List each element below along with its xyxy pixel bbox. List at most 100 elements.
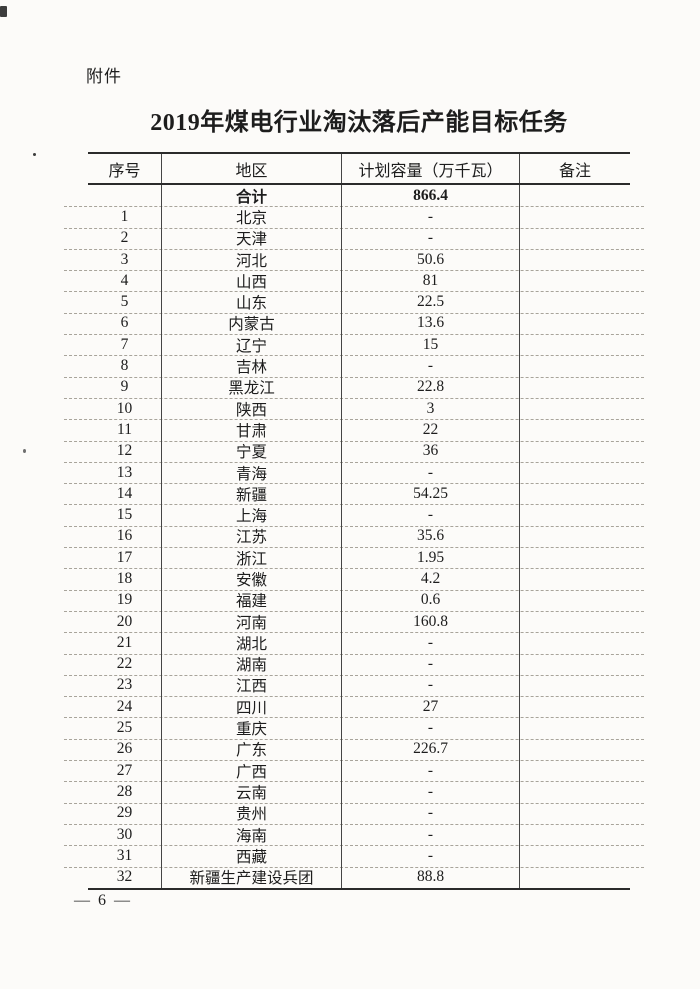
cell-region: 广西 — [162, 760, 342, 782]
cell-remark — [520, 185, 630, 206]
cell-region: 贵州 — [162, 802, 342, 824]
cell-index: 22 — [88, 653, 162, 675]
table-row: 3 河北 50.6 — [64, 248, 644, 272]
cell-index: 18 — [88, 568, 162, 590]
table-row: 16 江苏 35.6 — [64, 525, 644, 549]
cell-region: 青海 — [162, 461, 342, 484]
cell-remark — [520, 249, 630, 270]
cell-region: 合计 — [162, 185, 342, 207]
cell-index: 6 — [88, 312, 162, 335]
cell-capacity: 1.95 — [342, 547, 520, 569]
table-row: 11 甘肃 22 — [64, 419, 644, 442]
cell-remark — [520, 739, 630, 760]
cell-capacity: 866.4 — [342, 185, 520, 207]
cell-region: 湖南 — [162, 653, 342, 675]
table-row: 32 新疆生产建设兵团 88.8 — [88, 866, 630, 888]
table-row: 23 江西 - — [64, 674, 644, 698]
cell-capacity: - — [342, 823, 520, 846]
cell-region: 天津 — [162, 227, 342, 249]
table-header-row: 序号 地区 计划容量（万千瓦） 备注 — [88, 152, 630, 185]
cell-capacity: 15 — [342, 334, 520, 356]
cell-capacity: 22.5 — [342, 291, 520, 313]
cell-capacity: - — [342, 355, 520, 377]
cell-index: 11 — [88, 419, 162, 441]
cell-capacity: - — [342, 760, 520, 782]
cell-capacity: - — [342, 632, 520, 654]
cell-remark — [520, 355, 630, 376]
cell-capacity: 54.25 — [342, 483, 520, 505]
cell-index: 19 — [88, 589, 162, 611]
cell-region: 广东 — [162, 738, 342, 761]
cell-region: 新疆 — [162, 483, 342, 505]
cell-index: 28 — [88, 781, 162, 803]
cell-remark — [520, 590, 630, 611]
cell-remark — [520, 270, 630, 291]
cell-capacity: 27 — [342, 696, 520, 718]
cell-remark — [520, 632, 630, 653]
cell-remark — [520, 419, 630, 440]
header-cell-remark: 备注 — [558, 162, 591, 180]
cell-remark — [520, 334, 630, 355]
cell-region: 辽宁 — [162, 334, 342, 356]
cell-region: 上海 — [162, 504, 342, 526]
cell-capacity: - — [342, 227, 520, 249]
table-row: 10 陕西 3 — [64, 397, 644, 421]
cell-capacity: - — [342, 461, 520, 484]
cell-region: 新疆生产建设兵团 — [162, 866, 342, 888]
cell-remark — [520, 313, 630, 334]
scan-speck — [33, 153, 36, 156]
cell-index: 13 — [88, 461, 162, 484]
cell-remark — [520, 547, 630, 568]
cell-remark — [520, 696, 630, 717]
cell-capacity: 226.7 — [342, 738, 520, 761]
cell-index: 2 — [88, 227, 162, 249]
table-row: 12 宁夏 36 — [64, 440, 644, 464]
cell-capacity: - — [342, 504, 520, 526]
table-row: 4 山西 81 — [64, 270, 644, 293]
table-row: 17 浙江 1.95 — [64, 547, 644, 570]
cell-index: 15 — [88, 504, 162, 526]
cell-capacity: 4.2 — [342, 568, 520, 590]
table-body: 合计 866.4 1 北京 -2 天津 -3 河北 50.6 4 山西 81 5 山东 22.5 6 内蒙古 13… — [64, 185, 644, 890]
cell-index: 27 — [88, 760, 162, 782]
cell-region: 四川 — [162, 696, 342, 718]
table-row: 28 云南 - — [64, 781, 644, 804]
table-row: 22 湖南 - — [64, 653, 644, 677]
cell-index: 30 — [88, 823, 162, 846]
cell-index: 25 — [88, 717, 162, 739]
cell-index: 12 — [88, 440, 162, 462]
table-row: 14 新疆 54.25 — [64, 483, 644, 506]
cell-capacity: 88.8 — [342, 866, 520, 888]
table-row: 6 内蒙古 13.6 — [64, 312, 644, 336]
table-row: 29 贵州 - — [64, 802, 644, 826]
cell-index: 10 — [88, 397, 162, 420]
cell-region: 江苏 — [162, 525, 342, 548]
cell-region: 山东 — [162, 291, 342, 313]
cell-capacity: 35.6 — [342, 525, 520, 548]
cell-remark — [520, 845, 630, 866]
cell-region: 甘肃 — [162, 419, 342, 441]
cell-capacity: - — [342, 781, 520, 803]
cell-remark — [520, 441, 630, 462]
scan-speck — [0, 6, 7, 17]
table-row: 9 黑龙江 22.8 — [64, 376, 644, 400]
table-row: 8 吉林 - — [64, 355, 644, 378]
cell-capacity: - — [342, 717, 520, 739]
cell-remark — [520, 654, 630, 675]
cell-remark — [520, 206, 630, 227]
header-cell-region: 地区 — [162, 154, 342, 183]
cell-index: 1 — [88, 206, 162, 228]
table-row: 18 安徽 4.2 — [64, 568, 644, 591]
cell-index: 24 — [88, 696, 162, 718]
cell-remark — [520, 867, 630, 888]
cell-remark — [520, 675, 630, 696]
cell-capacity: - — [342, 674, 520, 697]
cell-remark — [520, 568, 630, 589]
cell-remark — [520, 717, 630, 738]
cell-index: 7 — [88, 334, 162, 356]
table-row: 2 天津 - — [64, 227, 644, 251]
cell-index: 26 — [88, 738, 162, 761]
cell-index: 20 — [88, 610, 162, 633]
page-number: — 6 — — [74, 892, 132, 909]
